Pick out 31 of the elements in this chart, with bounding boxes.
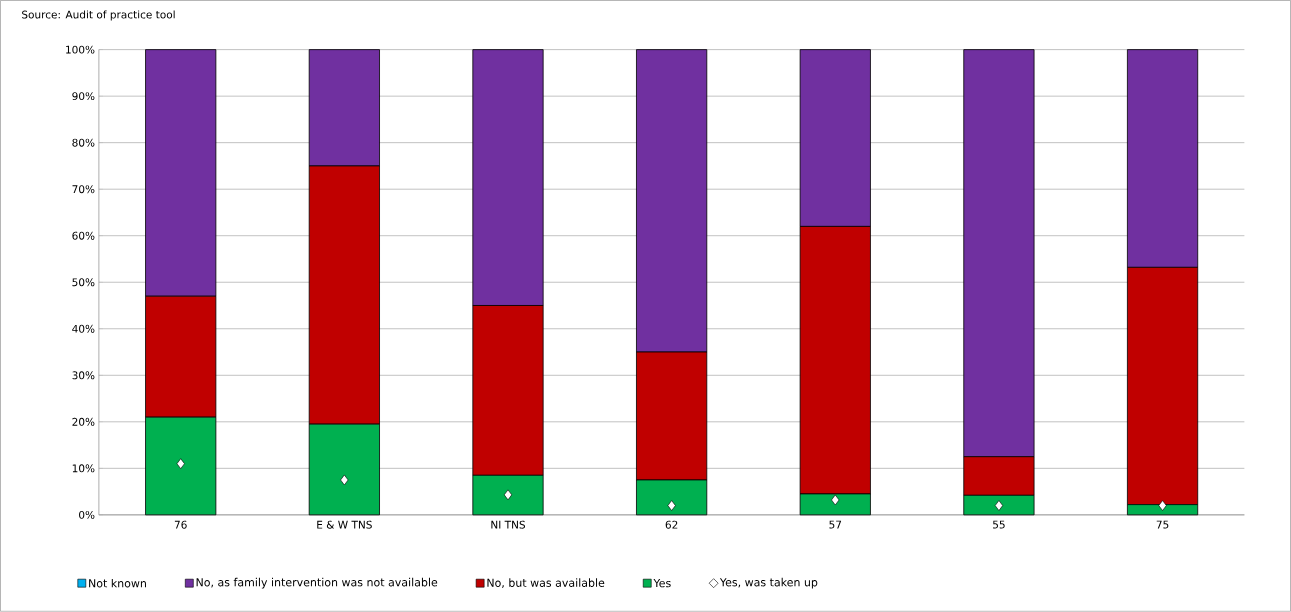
- source-note: Source: Audit of practice tool: [22, 10, 175, 21]
- legend-label: No, but was available: [487, 578, 605, 589]
- point: [503, 489, 513, 501]
- x-tick-label: E & W TNS: [317, 520, 372, 529]
- y-tick-label: 90%: [72, 92, 95, 101]
- point: [1158, 500, 1167, 512]
- legend-label: Yes, was taken up: [719, 577, 818, 589]
- y-tick-label: 70%: [72, 185, 95, 194]
- y-tick-label: 60%: [72, 231, 95, 240]
- y-tick-label: 50%: [72, 278, 95, 287]
- y-tick-label: 20%: [72, 417, 95, 426]
- x-tick-label: NI TNS: [491, 520, 526, 529]
- x-tick-label: 55: [993, 520, 1005, 529]
- point: [176, 458, 185, 470]
- point: [994, 500, 1003, 512]
- x-tick-label: 62: [665, 520, 678, 529]
- x-tick-label: 76: [174, 520, 187, 529]
- y-tick-label: 0%: [79, 511, 95, 519]
- legend-label: Not known: [89, 579, 146, 588]
- y-tick-label: 10%: [72, 464, 95, 473]
- legend-label: No, as family intervention was not available: [196, 577, 438, 589]
- y-tick-label: 40%: [72, 324, 95, 333]
- y-tick-label: 100%: [66, 45, 95, 54]
- x-tick-label: 75: [1156, 520, 1169, 529]
- x-tick-label: 57: [829, 520, 842, 529]
- point: [667, 500, 676, 512]
- point: [831, 494, 840, 506]
- legend-label: Yes: [653, 579, 671, 588]
- y-tick-label: 80%: [72, 138, 95, 147]
- point: [340, 474, 349, 486]
- y-tick-label: 30%: [72, 371, 95, 380]
